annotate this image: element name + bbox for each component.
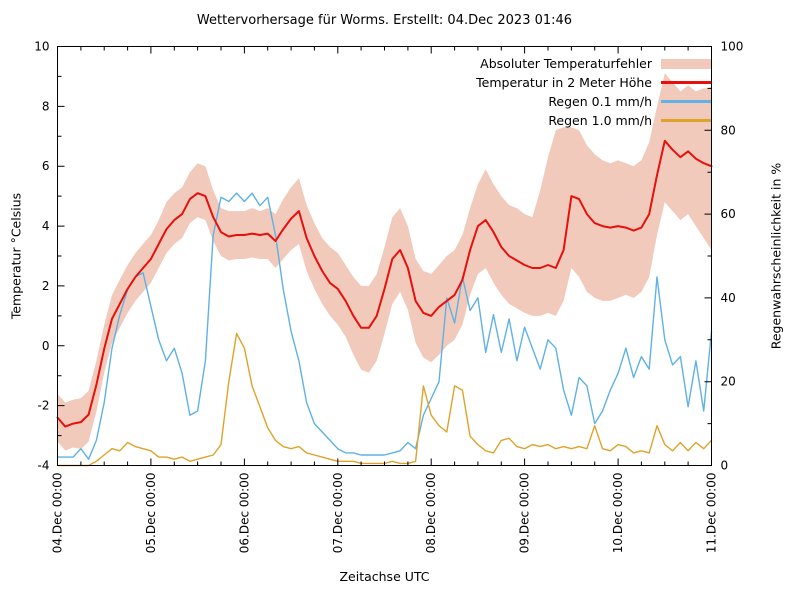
y-left-tick-label: 4	[42, 219, 50, 233]
series-line-2	[56, 192, 713, 460]
y-right-tick-label: 0	[721, 459, 729, 473]
y-left-tick-label: 0	[42, 339, 50, 353]
legend-item-temperature: Temperatur in 2 Meter Höhe	[476, 73, 711, 92]
y-left-tick-label: 10	[34, 40, 49, 54]
legend-swatch-band-icon	[661, 58, 711, 69]
legend-label-temperature-error: Absoluter Temperaturfehler	[480, 56, 652, 71]
legend-label-rain-10: Regen 1.0 mm/h	[548, 113, 652, 128]
x-tick-label: 07.Dec 00:00	[331, 473, 345, 554]
legend-label-temperature: Temperatur in 2 Meter Höhe	[476, 75, 652, 90]
legend-swatch-rain-10-line-icon	[661, 119, 711, 122]
chart-title: Wettervorhersage für Worms. Erstellt: 04…	[196, 13, 573, 28]
y-left-tick-label: 8	[42, 99, 50, 113]
series-line-3	[56, 332, 713, 467]
axis-ticks	[57, 46, 712, 466]
y-left-tick-label: 2	[42, 279, 50, 293]
x-tick-label: 05.Dec 00:00	[144, 473, 158, 554]
legend-item-temperature-error: Absoluter Temperaturfehler	[476, 54, 711, 73]
y-right-tick-label: 100	[721, 40, 744, 54]
y-right-tick-label: 80	[721, 123, 736, 137]
y-right-tick-label: 40	[721, 291, 736, 305]
y-left-tick-label: 6	[42, 159, 50, 173]
series-temperature-error-band	[57, 73, 712, 451]
legend-item-rain-01: Regen 0.1 mm/h	[476, 92, 711, 111]
y-left-tick-label: -2	[38, 399, 50, 413]
x-tick-label: 10.Dec 00:00	[611, 473, 625, 554]
x-tick-label: 06.Dec 00:00	[237, 473, 251, 554]
legend-label-rain-01: Regen 0.1 mm/h	[548, 94, 652, 109]
legend-item-rain-10: Regen 1.0 mm/h	[476, 111, 711, 130]
x-tick-label: 08.Dec 00:00	[424, 473, 438, 554]
y-right-tick-label: 20	[721, 375, 736, 389]
y-left-tick-label: -4	[38, 459, 50, 473]
x-tick-label: 04.Dec 00:00	[51, 473, 65, 554]
chart-legend: Absoluter Temperaturfehler Temperatur in…	[476, 54, 711, 130]
x-axis-label: Zeitachse UTC	[339, 569, 430, 584]
x-tick-label: 11.Dec 00:00	[705, 473, 719, 554]
series-line-1	[56, 139, 713, 428]
legend-swatch-temperature-line-icon	[661, 81, 711, 84]
x-tick-label: 09.Dec 00:00	[518, 473, 532, 554]
y-right-tick-label: 60	[721, 207, 736, 221]
legend-swatch-rain-01-line-icon	[661, 100, 711, 103]
